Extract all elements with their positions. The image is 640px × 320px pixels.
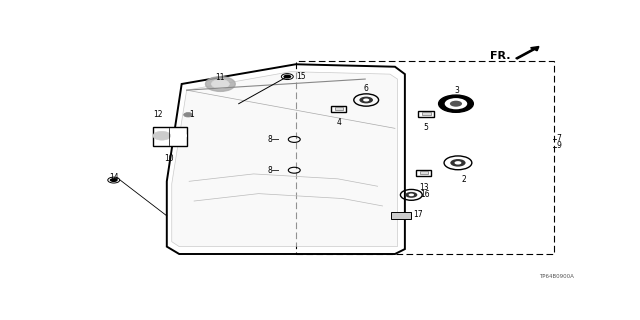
Circle shape [408, 194, 414, 196]
Bar [153, 127, 187, 146]
Text: 14: 14 [109, 173, 118, 182]
Circle shape [363, 99, 369, 101]
Circle shape [360, 97, 373, 103]
FancyArrow shape [516, 46, 539, 59]
Text: 8—: 8— [268, 135, 280, 144]
Text: 5: 5 [424, 124, 429, 132]
Text: 11: 11 [216, 73, 225, 82]
Polygon shape [172, 72, 397, 247]
Text: 2: 2 [462, 175, 467, 184]
Text: 15: 15 [296, 72, 306, 81]
Bar [335, 107, 343, 110]
Bar [416, 170, 431, 176]
Circle shape [405, 192, 417, 198]
Text: 17: 17 [413, 210, 423, 219]
Text: FR.: FR. [490, 51, 511, 61]
Text: 13: 13 [419, 182, 429, 192]
Bar [420, 171, 428, 174]
Text: 7: 7 [556, 134, 561, 143]
Circle shape [211, 80, 229, 88]
Text: 1: 1 [189, 110, 194, 119]
Circle shape [445, 98, 467, 109]
Circle shape [175, 133, 187, 139]
Bar [422, 112, 431, 115]
Circle shape [451, 159, 465, 167]
Text: 16: 16 [420, 190, 430, 199]
Text: 4: 4 [337, 118, 341, 127]
Circle shape [438, 95, 474, 112]
Text: 6: 6 [364, 84, 369, 93]
Text: 12: 12 [154, 110, 163, 119]
Circle shape [184, 113, 193, 117]
Text: 3: 3 [454, 86, 460, 95]
Circle shape [110, 178, 118, 182]
Circle shape [454, 161, 461, 164]
Text: 8—: 8— [268, 166, 280, 175]
Circle shape [153, 131, 171, 140]
Bar [392, 212, 412, 219]
Circle shape [450, 101, 462, 107]
Circle shape [205, 76, 236, 92]
Bar [332, 106, 346, 112]
Text: 10: 10 [164, 154, 173, 163]
Circle shape [284, 75, 291, 79]
Bar [419, 111, 434, 116]
Bar [296, 60, 554, 254]
Text: TP64B0900A: TP64B0900A [539, 274, 573, 279]
Text: 9: 9 [556, 141, 561, 150]
